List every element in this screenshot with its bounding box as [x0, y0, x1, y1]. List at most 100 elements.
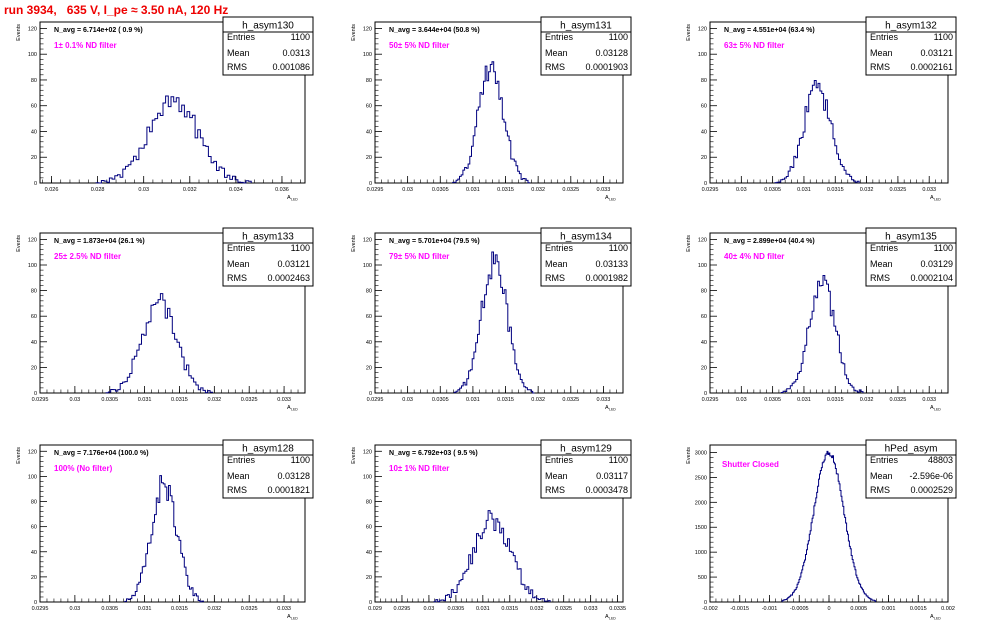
y-tick-label: 60 [31, 314, 37, 320]
x-tick-label: 0.033 [584, 606, 598, 612]
x-tick-label: 0.029 [368, 606, 382, 612]
stats-value-mean: 0.03129 [920, 259, 953, 269]
stats-value-mean: -2.596e-06 [909, 471, 953, 481]
x-axis-label-subscript: LED [291, 198, 298, 202]
y-tick-label: 0 [369, 181, 372, 187]
stats-label-mean: Mean [545, 471, 568, 481]
y-axis-label: Events [16, 447, 22, 464]
y-axis-label: Events [16, 235, 22, 252]
x-axis-label: A [605, 195, 609, 201]
histogram-panel-h_asym134: 0 20 40 60 80 100 120 0.0295 0.03 0.0305 0.031 0.03… [351, 227, 632, 412]
histogram-line [452, 61, 531, 184]
y-tick-label: 0 [369, 600, 372, 606]
x-axis-label-subscript: LED [609, 408, 616, 412]
stats-value-entries: 1100 [609, 32, 628, 42]
x-axis-label-subscript: LED [934, 617, 941, 621]
x-tick-label: 0.03 [402, 397, 413, 403]
y-tick-label: 100 [28, 263, 37, 269]
stats-box-title: h_asym128 [242, 444, 294, 455]
y-tick-label: 0 [704, 181, 707, 187]
y-tick-label: 120 [28, 449, 37, 455]
y-tick-label: 0 [34, 600, 37, 606]
y-tick-label: 0 [704, 391, 707, 397]
stats-box [222, 227, 314, 287]
x-tick-label: 0.032 [860, 187, 874, 193]
x-tick-label: 0.03 [70, 606, 81, 612]
x-tick-label: 0.0315 [497, 187, 514, 193]
y-tick-label: 40 [701, 129, 707, 135]
x-tick-label: 0.001 [882, 606, 896, 612]
stats-value-rms: 0.001086 [272, 62, 310, 72]
y-tick-label: 120 [363, 449, 372, 455]
x-tick-label: 0.0305 [432, 187, 449, 193]
stats-value-rms: 0.0002161 [910, 62, 953, 72]
stats-box-title: h_asym135 [885, 232, 937, 243]
y-tick-label: 60 [366, 314, 372, 320]
stats-label-rms: RMS [545, 273, 565, 283]
y-tick-label: 60 [366, 525, 372, 531]
histogram-line [781, 450, 876, 602]
y-tick-label: 20 [366, 155, 372, 161]
y-axis-label: Events [351, 235, 357, 252]
y-tick-label: 40 [701, 340, 707, 346]
stats-box [222, 16, 314, 76]
y-tick-label: 20 [701, 365, 707, 371]
x-tick-label: 0.0325 [562, 187, 579, 193]
y-tick-label: 100 [363, 474, 372, 480]
histogram-panel-h_asym135: 0 20 40 60 80 100 120 0.0295 0.03 0.0305 0.031 0.03… [686, 227, 957, 412]
stats-box-title: h_asym131 [560, 21, 612, 32]
y-tick-label: 20 [701, 155, 707, 161]
x-axis-label: A [287, 405, 291, 411]
histogram-panel-hPed_asym: 0 500 1000 1500 2000 2500 3000 -0.002 -0.0015 -0.… [686, 439, 957, 621]
stats-label-rms: RMS [870, 62, 890, 72]
stats-value-entries: 1100 [934, 243, 953, 253]
x-tick-label: 0.033 [597, 397, 611, 403]
x-tick-label: 0.03 [138, 187, 149, 193]
stats-value-mean: 0.03133 [595, 259, 628, 269]
x-tick-label: -0.001 [762, 606, 778, 612]
x-tick-label: 0.0305 [764, 187, 781, 193]
x-tick-label: 0.032 [531, 187, 545, 193]
x-tick-label: 0.03 [70, 397, 81, 403]
histogram-line [433, 510, 551, 603]
x-tick-label: -0.0005 [790, 606, 809, 612]
y-tick-label: 120 [698, 237, 707, 243]
filter-label: 10± 1% ND filter [389, 464, 449, 473]
x-tick-label: 0.031 [797, 397, 811, 403]
x-axis-label-subscript: LED [291, 408, 298, 412]
x-tick-label: 0.032 [531, 397, 545, 403]
x-tick-label: 0.0335 [609, 606, 626, 612]
x-tick-label: 0.036 [275, 187, 289, 193]
x-tick-label: 0.0015 [910, 606, 927, 612]
y-tick-label: 80 [701, 78, 707, 84]
y-tick-label: 60 [366, 104, 372, 110]
stats-box [540, 227, 632, 287]
x-tick-label: 0.028 [91, 187, 105, 193]
y-tick-label: 40 [366, 129, 372, 135]
x-tick-label: 0.0315 [827, 397, 844, 403]
stats-label-mean: Mean [545, 48, 568, 58]
x-tick-label: 0.032 [183, 187, 197, 193]
y-tick-label: 100 [698, 263, 707, 269]
y-axis-label: Events [686, 235, 692, 252]
x-tick-label: 0.0295 [32, 606, 49, 612]
stats-label-mean: Mean [870, 471, 893, 481]
stats-value-rms: 0.0002104 [910, 273, 953, 283]
x-tick-label: 0.033 [922, 187, 936, 193]
x-tick-label: 0.033 [922, 397, 936, 403]
run-title: run 3934, 635 V, I_pe ≈ 3.50 nA, 120 Hz [4, 3, 229, 17]
y-tick-label: 60 [701, 314, 707, 320]
stats-value-entries: 1100 [291, 455, 310, 465]
histogram-panel-h_asym130: 0 20 40 60 80 100 120 0.026 0.028 0.03 0.032 0.034 0… [16, 16, 314, 202]
stats-label-rms: RMS [870, 273, 890, 283]
x-axis-label-subscript: LED [934, 198, 941, 202]
y-tick-label: 120 [28, 237, 37, 243]
x-tick-label: 0.0295 [702, 187, 719, 193]
stats-label-rms: RMS [870, 485, 890, 495]
stats-box [865, 16, 957, 76]
stats-value-mean: 0.0313 [282, 48, 310, 58]
histogram-line [774, 80, 860, 184]
x-tick-label: 0.0325 [889, 397, 906, 403]
y-tick-label: 60 [31, 104, 37, 110]
navg-label: N_avg = 6.714e+02 ( 0.9 %) [54, 27, 143, 34]
